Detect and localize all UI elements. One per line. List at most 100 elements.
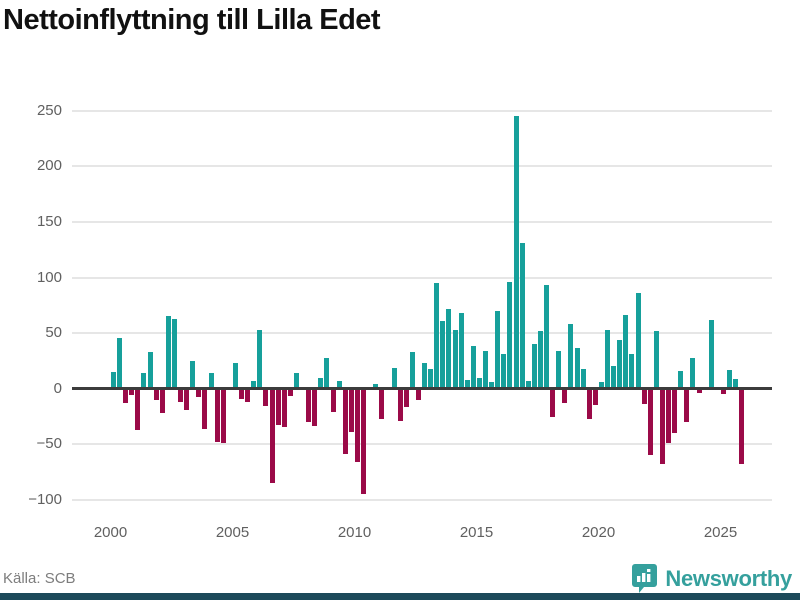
bar-2008-q3 (318, 377, 324, 389)
newsworthy-logo: Newsworthy (631, 563, 792, 594)
gridline-150 (72, 221, 772, 224)
bar-2017-q4 (544, 285, 549, 389)
bar-2012-q3 (415, 389, 421, 400)
y-axis-tick-label: 50 (45, 324, 62, 342)
y-axis-tick-label: 150 (36, 213, 62, 231)
x-axis-tick-label: 2025 (703, 524, 738, 541)
bar-2017-q1 (525, 380, 531, 389)
bar-2011-q1 (379, 389, 385, 419)
bar-2006-q1 (257, 329, 263, 389)
bar-2018-q1 (550, 389, 556, 418)
bar-2006-q2 (263, 389, 269, 407)
bar-2014-q4 (470, 346, 476, 389)
y-axis-tick-label: 100 (36, 268, 62, 286)
bar-2024-q1 (696, 389, 702, 394)
bar-2010-q1 (354, 389, 360, 462)
bar-2020-q4 (617, 339, 623, 389)
bar-2000-q3 (123, 389, 129, 404)
bar-2013-q1 (428, 368, 434, 389)
bar-2021-q4 (641, 389, 647, 405)
bar-2014-q2 (458, 313, 464, 389)
y-axis-tick-label: −50 (36, 435, 62, 453)
bar-2014-q1 (452, 329, 458, 389)
chart-title: Nettoinflyttning till Lilla Edet (3, 4, 381, 36)
bar-2009-q3 (342, 389, 348, 455)
bar-2001-q2 (141, 373, 147, 389)
bar-2002-q1 (159, 389, 165, 414)
bar-2019-q1 (574, 347, 580, 389)
gridline-50 (72, 332, 772, 335)
source-note: Källa: SCB (3, 570, 76, 587)
bar-2022-q1 (647, 389, 653, 456)
bar-2018-q4 (568, 324, 574, 389)
gridline--100 (72, 498, 772, 501)
bar-2009-q1 (330, 389, 336, 412)
bar-2015-q4 (495, 310, 501, 389)
bar-2021-q1 (623, 315, 629, 389)
y-axis-tick-label: −100 (28, 490, 62, 508)
bar-2014-q3 (464, 379, 470, 389)
bar-2013-q4 (446, 308, 452, 389)
bar-2010-q2 (361, 389, 366, 495)
bar-2016-q4 (519, 243, 525, 389)
gridline-100 (72, 276, 772, 279)
bar-2015-q2 (483, 350, 488, 389)
bar-2018-q2 (556, 350, 562, 389)
bar-2025-q3 (733, 378, 739, 389)
bar-2015-q1 (476, 377, 482, 389)
bar-2012-q4 (422, 363, 427, 389)
bar-2005-q2 (239, 389, 244, 399)
bar-2020-q3 (611, 366, 617, 389)
bar-2001-q1 (135, 389, 141, 430)
bar-2023-q4 (690, 357, 696, 389)
bar-2018-q3 (562, 389, 568, 404)
bar-2022-q3 (659, 389, 665, 465)
bar-2013-q3 (440, 320, 446, 389)
bar-2000-q1 (110, 372, 116, 389)
bar-2006-q4 (275, 389, 281, 426)
bar-2010-q4 (373, 384, 379, 389)
bar-2009-q4 (348, 389, 354, 432)
bar-2003-q2 (190, 360, 196, 389)
gridline--50 (72, 443, 772, 446)
bar-2021-q2 (629, 354, 635, 389)
bar-2002-q3 (171, 318, 177, 389)
x-axis-tick-label: 2015 (459, 524, 494, 541)
y-axis-tick-label: 200 (36, 157, 62, 175)
bar-2003-q1 (184, 389, 190, 410)
bar-2000-q2 (117, 337, 122, 389)
bar-2005-q4 (251, 380, 257, 389)
x-axis-tick-label: 2020 (581, 524, 616, 541)
bar-2005-q1 (232, 363, 238, 389)
bar-2023-q1 (672, 389, 678, 434)
bar-2004-q1 (208, 373, 214, 389)
bar-2012-q1 (403, 389, 409, 408)
bar-2022-q4 (666, 389, 671, 444)
bar-chart-pin-icon (631, 563, 658, 594)
bar-2007-q3 (293, 373, 299, 389)
newsworthy-wordmark: Newsworthy (665, 565, 792, 591)
bar-2019-q2 (580, 368, 586, 389)
bar-2019-q3 (586, 389, 592, 419)
bar-2001-q4 (153, 389, 159, 400)
bar-2008-q2 (312, 389, 318, 427)
bar-2025-q2 (727, 369, 732, 389)
bar-2000-q4 (129, 389, 135, 396)
x-axis-tick-label: 2000 (93, 524, 128, 541)
zero-line (72, 387, 772, 391)
bar-2017-q3 (537, 330, 543, 389)
bar-2001-q3 (147, 352, 153, 389)
bar-2013-q2 (434, 283, 440, 389)
bar-2025-q1 (720, 389, 726, 395)
bar-2002-q2 (165, 316, 171, 389)
x-axis-tick-label: 2005 (215, 524, 250, 541)
bar-2008-q4 (324, 357, 330, 389)
bar-2019-q4 (592, 389, 598, 406)
bar-2003-q3 (196, 389, 202, 398)
bar-2007-q1 (281, 389, 287, 428)
bar-2009-q2 (336, 380, 342, 389)
bar-2020-q2 (605, 329, 610, 389)
gridline-250 (72, 109, 772, 112)
bar-2002-q4 (178, 389, 183, 402)
